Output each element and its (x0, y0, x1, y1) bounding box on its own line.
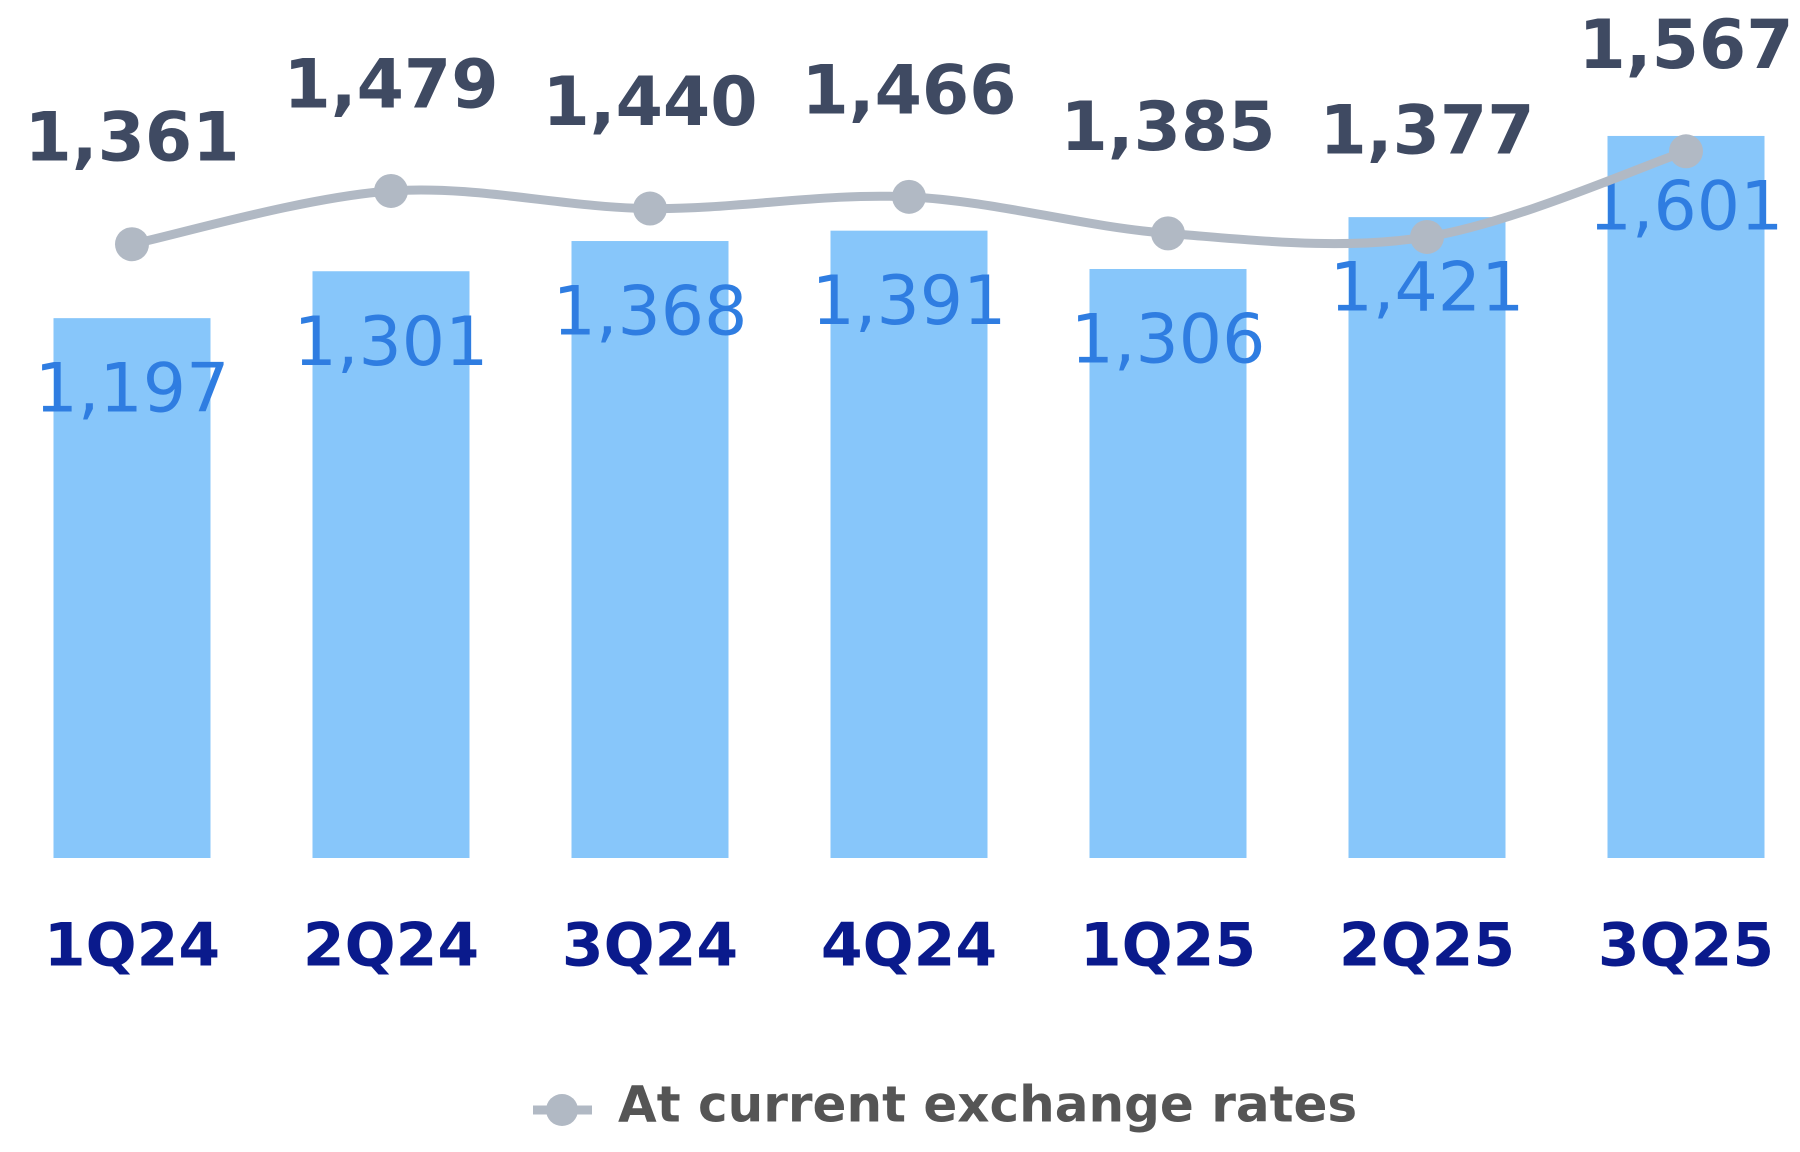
bar-value-label: 1,421 (1330, 249, 1525, 328)
line-value-label: 1,466 (801, 51, 1016, 130)
line-point (892, 179, 926, 214)
bar (312, 271, 470, 858)
line-point (1669, 134, 1703, 169)
x-tick-label: 4Q24 (821, 911, 997, 981)
bar (53, 318, 211, 858)
x-tick-label: 2Q25 (1339, 911, 1515, 981)
legend-marker (546, 1094, 578, 1126)
x-tick-label: 3Q24 (562, 911, 738, 981)
line-point (633, 191, 667, 226)
x-tick-label: 2Q24 (303, 911, 479, 981)
bar-value-label: 1,301 (294, 303, 489, 382)
line-point (1151, 216, 1185, 251)
legend-label: At current exchange rates (618, 1076, 1357, 1134)
line-value-label: 1,440 (542, 63, 757, 142)
bar-value-label: 1,368 (553, 273, 748, 352)
x-tick-label: 3Q25 (1598, 911, 1774, 981)
line-value-label: 1,377 (1319, 92, 1534, 171)
line-value-label: 1,567 (1578, 6, 1793, 85)
bar-value-label: 1,391 (812, 262, 1007, 341)
bar (1089, 268, 1247, 858)
x-tick-label: 1Q24 (44, 911, 220, 981)
line-point (374, 173, 408, 208)
bar-value-label: 1,306 (1071, 301, 1266, 380)
bar (571, 241, 729, 859)
bar (1607, 135, 1765, 859)
x-tick-label: 1Q25 (1080, 911, 1256, 981)
bar (1348, 217, 1506, 858)
line-point (1410, 219, 1444, 254)
line-value-label: 1,479 (283, 46, 498, 125)
line-point (115, 227, 149, 262)
line-value-label: 1,385 (1060, 88, 1275, 167)
line-value-label: 1,361 (24, 99, 239, 178)
bar (830, 230, 988, 858)
bar-value-label: 1,197 (35, 350, 230, 429)
